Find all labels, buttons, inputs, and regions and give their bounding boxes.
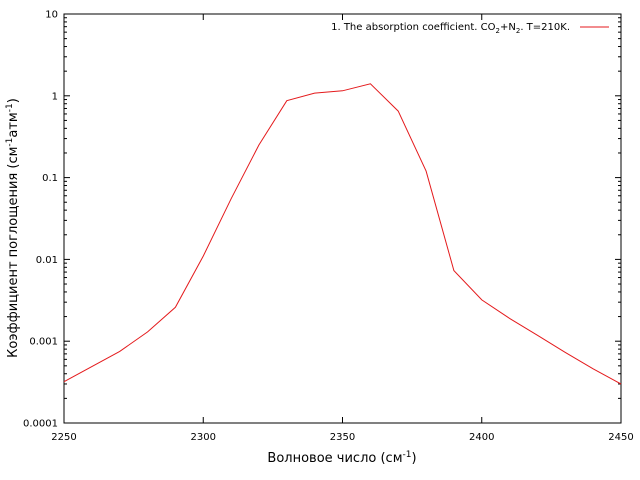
x-axis-label: Волновое число (см-1) <box>267 450 416 466</box>
legend-subscript-2: 2 <box>516 27 520 35</box>
series-layer <box>63 83 622 385</box>
y-axis-label: Коэффициент поглощения (см-1атм-1) <box>5 98 21 358</box>
x-tick-label: 2300 <box>191 432 216 443</box>
plot-frame <box>63 13 622 424</box>
x-tick-label: 2400 <box>469 432 494 443</box>
legend: 1. The absorption coefficient. CO2+N2. T… <box>331 22 609 35</box>
x-axis-label-superscript: -1 <box>403 450 412 460</box>
y-tick-label: 1 <box>52 91 58 102</box>
y-tick-label: 0.01 <box>36 255 58 266</box>
y-axis-label-superscript-1: -1 <box>5 138 15 147</box>
x-tick-label: 2350 <box>330 432 355 443</box>
y-axis-label-superscript-2: -1 <box>5 103 15 112</box>
y-axis-ticks: 0.0001 0.001 0.01 0.1 1 10 <box>23 10 621 430</box>
y-tick-label: 0.0001 <box>23 419 58 430</box>
x-axis-ticks: 2250 2300 2350 2400 2450 <box>51 14 634 443</box>
y-tick-label: 10 <box>45 10 58 21</box>
legend-subscript-1: 2 <box>496 27 500 35</box>
y-tick-label: 0.1 <box>42 173 58 184</box>
x-tick-label: 2250 <box>51 432 76 443</box>
series-line-1 <box>63 83 622 385</box>
x-tick-label: 2450 <box>608 432 633 443</box>
y-tick-label: 0.001 <box>29 337 58 348</box>
legend-label: 1. The absorption coefficient. CO2+N2. T… <box>331 22 570 35</box>
